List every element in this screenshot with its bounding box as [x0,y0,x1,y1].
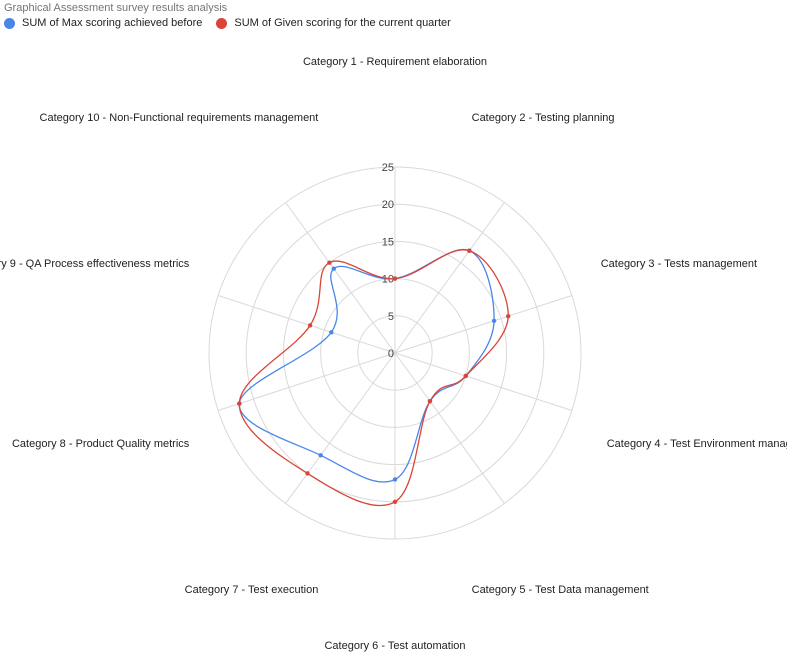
data-point-s2-c9[interactable] [307,323,313,328]
radial-tick-label: 0 [388,348,394,360]
grid-spoke-2 [394,202,505,354]
legend-item-series2[interactable]: SUM of Given scoring for the current qua… [216,17,451,29]
grid-spoke-7 [285,352,396,504]
category-label-3: Category 3 - Tests management [601,258,757,270]
category-label-4: Category 4 - Test Environment management [607,438,787,450]
data-point-s2-c3[interactable] [506,314,511,319]
grid-spoke-5 [394,352,505,504]
data-point-s2-c8[interactable] [237,401,242,406]
data-point-s1-c3[interactable] [491,318,497,324]
legend-label-series1: SUM of Max scoring achieved before [22,17,203,29]
legend-marker-series2 [216,17,228,29]
series-line-1 [238,248,495,483]
grid-spoke-8 [217,352,396,411]
legend-item-series1[interactable]: SUM of Max scoring achieved before [4,17,202,29]
legend: SUM of Max scoring achieved before SUM o… [4,17,465,29]
category-label-2: Category 2 - Testing planning [472,112,615,124]
category-label-8: Category 8 - Product Quality metrics [12,438,190,450]
data-point-s2-c4[interactable] [463,373,468,379]
chart-title: Graphical Assessment survey results anal… [4,2,228,14]
data-point-s1-c10[interactable] [331,266,336,271]
grid-spoke-10 [285,202,396,354]
category-label-7: Category 7 - Test execution [185,584,319,596]
category-label-1: Category 1 - Requirement elaboration [303,56,487,68]
data-point-s1-c7[interactable] [318,453,323,458]
category-label-9: Category 9 - QA Process effectiveness me… [0,258,190,270]
data-point-s1-c9[interactable] [329,330,334,335]
grid-spoke-9 [217,295,396,354]
data-point-s2-c5[interactable] [427,398,433,404]
series-line-2 [238,249,509,507]
category-label-5: Category 5 - Test Data management [472,584,649,596]
category-label-10: Category 10 - Non-Functional requirement… [40,112,319,124]
grid-spoke-3 [394,295,573,354]
data-point-s2-c10[interactable] [327,260,332,265]
radial-tick-label: 15 [382,236,394,248]
radial-tick-label: 20 [382,199,394,211]
legend-marker-series1 [4,17,15,29]
data-point-s2-c1[interactable] [392,276,398,281]
radial-tick-label: 10 [382,274,394,286]
data-point-s2-c7[interactable] [305,471,310,476]
grid-spoke-4 [394,352,573,411]
data-point-s2-c6[interactable] [392,499,398,504]
legend-label-series2: SUM of Given scoring for the current qua… [234,17,451,29]
radial-tick-label: 5 [388,311,394,323]
category-label-6: Category 6 - Test automation [324,640,465,652]
radial-tick-label: 25 [382,162,394,174]
data-point-s1-c6[interactable] [392,477,398,482]
data-point-s2-c2[interactable] [467,248,472,253]
